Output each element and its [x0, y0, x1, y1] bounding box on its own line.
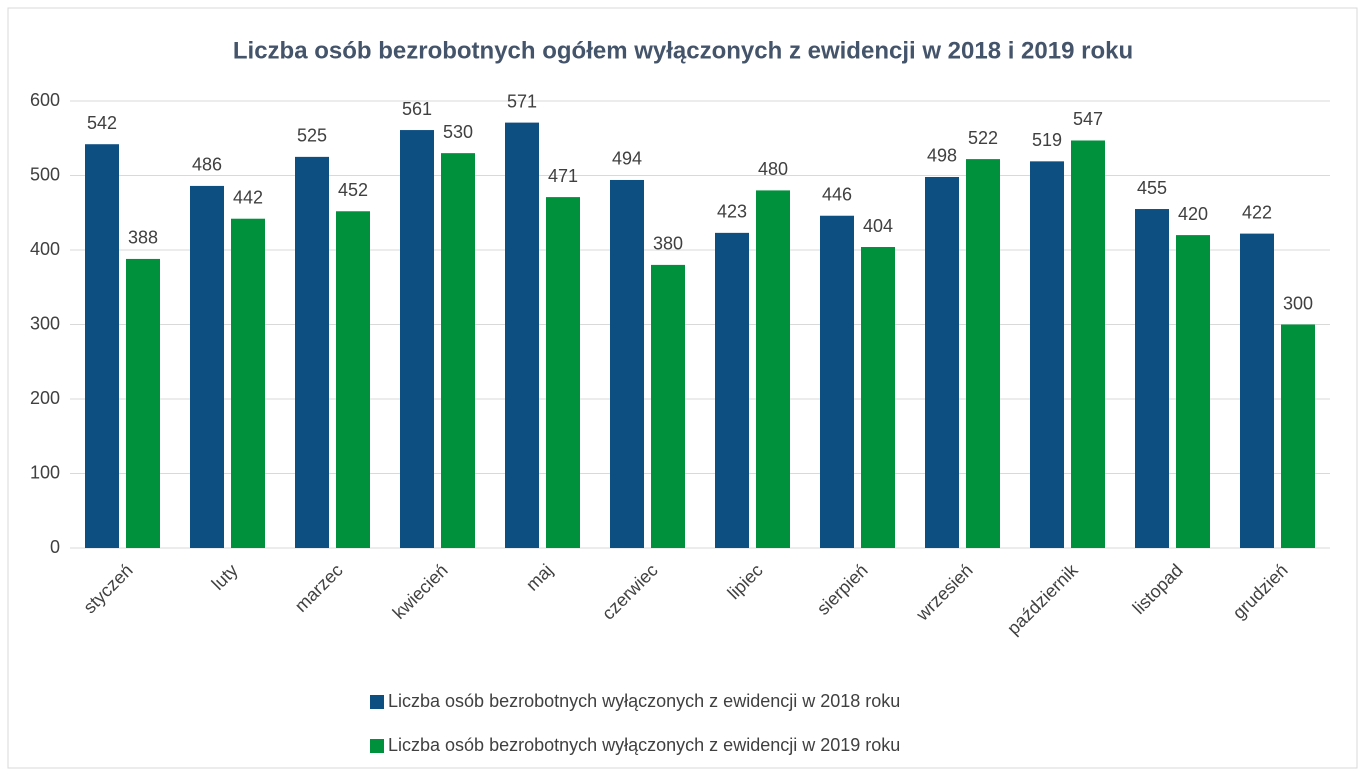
bar [610, 179, 644, 548]
bar [336, 211, 370, 548]
data-label: 404 [863, 216, 893, 236]
bar [820, 215, 854, 549]
data-label: 519 [1032, 130, 1062, 150]
y-tick-label: 400 [30, 239, 60, 259]
legend-swatch [370, 695, 384, 709]
data-label: 446 [822, 184, 852, 204]
data-label: 494 [612, 149, 642, 169]
data-label: 480 [758, 159, 788, 179]
legend-label: Liczba osób bezrobotnych wyłączonych z e… [388, 735, 900, 755]
bar [925, 176, 959, 549]
data-label: 542 [87, 113, 117, 133]
bar [715, 232, 749, 549]
data-label: 486 [192, 155, 222, 175]
y-tick-label: 500 [30, 164, 60, 184]
data-label: 300 [1283, 293, 1313, 313]
bar [190, 185, 224, 548]
bar [1281, 324, 1315, 548]
legend-label: Liczba osób bezrobotnych wyłączonych z e… [388, 691, 900, 711]
data-label: 388 [128, 228, 158, 248]
data-label: 498 [927, 146, 957, 166]
bar [546, 197, 580, 549]
bar [231, 218, 265, 548]
data-label: 420 [1178, 204, 1208, 224]
data-label: 561 [402, 99, 432, 119]
data-label: 455 [1137, 178, 1167, 198]
y-tick-label: 200 [30, 388, 60, 408]
bar [295, 156, 329, 548]
data-label: 547 [1073, 109, 1103, 129]
y-tick-label: 0 [50, 537, 60, 557]
bar [400, 130, 434, 548]
bar [1071, 140, 1105, 549]
data-label: 380 [653, 234, 683, 254]
bar [1135, 209, 1169, 548]
bar [861, 247, 895, 548]
data-label: 422 [1242, 202, 1272, 222]
data-label: 452 [338, 180, 368, 200]
bar [1240, 233, 1274, 549]
bar [651, 264, 685, 548]
data-label: 522 [968, 128, 998, 148]
bar [1176, 235, 1210, 548]
data-label: 471 [548, 166, 578, 186]
data-label: 525 [297, 126, 327, 146]
bar [505, 122, 539, 548]
data-label: 423 [717, 202, 747, 222]
bar [85, 144, 119, 548]
chart-title: Liczba osób bezrobotnych ogółem wyłączon… [233, 37, 1133, 64]
bar [966, 159, 1000, 549]
y-tick-label: 600 [30, 90, 60, 110]
bar [441, 153, 475, 548]
data-label: 530 [443, 122, 473, 142]
bar [756, 190, 790, 548]
data-label: 571 [507, 91, 537, 111]
data-label: 442 [233, 187, 263, 207]
y-tick-label: 100 [30, 462, 60, 482]
bar [1030, 161, 1064, 548]
y-tick-label: 300 [30, 313, 60, 333]
bar [126, 258, 160, 548]
legend-swatch [370, 739, 384, 753]
